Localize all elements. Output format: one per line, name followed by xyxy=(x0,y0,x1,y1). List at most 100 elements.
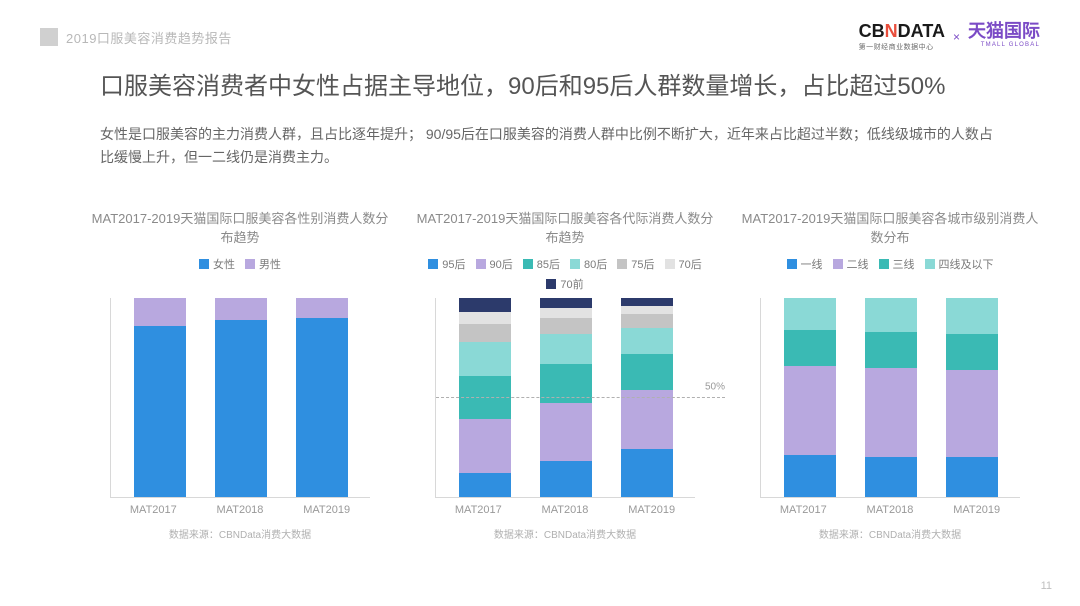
logo-cbndata-text: CBNDATA xyxy=(859,22,945,40)
chart-gender: MAT2017-2019天猫国际口服美容各性别消费人数分布趋势女性男性MAT20… xyxy=(90,210,390,541)
bar-segment xyxy=(946,457,998,497)
legend-swatch xyxy=(245,259,255,269)
chart-generation: MAT2017-2019天猫国际口服美容各代际消费人数分布趋势 95后 90后 85后… xyxy=(415,210,715,541)
plot-wrap xyxy=(110,298,370,498)
chart-plot xyxy=(760,298,1020,498)
x-axis-label: MAT2017 xyxy=(130,504,177,516)
bar-segment xyxy=(946,334,998,370)
legend-label: 男性 xyxy=(259,256,281,272)
legend-label: 85后 xyxy=(537,256,560,272)
chart-city-tier: MAT2017-2019天猫国际口服美容各城市级别消费人数分布一线 二线 三线 四线及… xyxy=(740,210,1040,541)
report-name: 2019口服美容消费趋势报告 xyxy=(66,28,232,47)
legend-label: 四线及以下 xyxy=(939,256,994,272)
x-axis-label: MAT2018 xyxy=(217,504,264,516)
x-axis-labels: MAT2017 MAT2018 MAT2019 xyxy=(110,504,370,516)
bar xyxy=(540,298,592,497)
page-number: 11 xyxy=(1041,580,1052,592)
x-axis-labels: MAT2017MAT2018MAT2019 xyxy=(435,504,695,516)
legend-swatch xyxy=(546,279,556,289)
logo-tmall: 天猫国际 TMALL GLOBAL xyxy=(968,22,1040,48)
legend-swatch xyxy=(833,259,843,269)
chart-source: 数据来源：CBNData消费大数据 xyxy=(169,526,311,541)
chart-title: MAT2017-2019天猫国际口服美容各城市级别消费人数分布 xyxy=(740,210,1040,250)
chart-plot: 50% xyxy=(435,298,695,498)
bar-segment xyxy=(946,298,998,334)
bar xyxy=(296,298,348,497)
legend-swatch xyxy=(665,259,675,269)
bar xyxy=(459,298,511,497)
bar xyxy=(784,298,836,497)
bar-segment xyxy=(865,368,917,458)
bar-segment xyxy=(784,298,836,330)
legend-label: 95后 xyxy=(442,256,465,272)
legend-label: 90后 xyxy=(490,256,513,272)
bar-segment xyxy=(946,370,998,458)
bar xyxy=(865,298,917,497)
x-axis-label: MAT2017 xyxy=(780,504,827,516)
legend-item: 70前 xyxy=(546,276,583,292)
legend-item: 二线 xyxy=(833,256,869,272)
reference-line xyxy=(436,397,725,398)
legend-item: 男性 xyxy=(245,256,281,272)
legend-item: 85后 xyxy=(523,256,560,272)
bar-segment xyxy=(459,376,511,420)
bar-segment xyxy=(296,298,348,318)
legend-label: 二线 xyxy=(847,256,869,272)
legend-item: 95后 xyxy=(428,256,465,272)
bar-segment xyxy=(296,318,348,497)
legend-item: 三线 xyxy=(879,256,915,272)
legend-label: 70后 xyxy=(679,256,702,272)
plot-wrap: 50% xyxy=(435,298,695,498)
legend-label: 女性 xyxy=(213,256,235,272)
bar-segment xyxy=(540,298,592,308)
legend-swatch xyxy=(476,259,486,269)
bar-segment xyxy=(621,449,673,497)
bar xyxy=(946,298,998,497)
bar xyxy=(215,298,267,497)
charts-row: MAT2017-2019天猫国际口服美容各性别消费人数分布趋势女性男性MAT20… xyxy=(90,210,1040,541)
page-title: 口服美容消费者中女性占据主导地位，90后和95后人群数量增长，占比超过50% xyxy=(100,70,1040,105)
bar-segment xyxy=(784,366,836,456)
legend-label: 75后 xyxy=(631,256,654,272)
legend-item: 70后 xyxy=(665,256,702,272)
bar-segment xyxy=(459,324,511,342)
logo-tmall-subtext: TMALL GLOBAL xyxy=(968,42,1040,48)
bar-segment xyxy=(784,455,836,497)
header-bar: 2019口服美容消费趋势报告 CBNDATA 第一财经商业数据中心 × 天猫国际… xyxy=(40,22,1040,52)
x-axis-label: MAT2019 xyxy=(303,504,350,516)
bar-segment xyxy=(865,332,917,368)
bar-segment xyxy=(540,308,592,318)
header-accent-block xyxy=(40,28,58,46)
bar-segment xyxy=(865,457,917,497)
chart-legend: 一线 二线 三线 四线及以下 xyxy=(787,256,994,292)
logo-separator: × xyxy=(953,30,960,44)
page-subtitle: 女性是口服美容的主力消费人群，且占比逐年提升； 90/95后在口服美容的消费人群… xyxy=(100,123,1000,169)
legend-item: 75后 xyxy=(617,256,654,272)
bar-segment xyxy=(621,314,673,328)
logo-cbndata-subtext: 第一财经商业数据中心 xyxy=(859,42,945,52)
chart-title: MAT2017-2019天猫国际口服美容各代际消费人数分布趋势 xyxy=(415,210,715,250)
legend-label: 三线 xyxy=(893,256,915,272)
bar-segment xyxy=(621,328,673,354)
x-axis-label: MAT2017 xyxy=(455,504,502,516)
legend-label: 80后 xyxy=(584,256,607,272)
logo-cbndata: CBNDATA 第一财经商业数据中心 xyxy=(859,22,945,52)
bar-segment xyxy=(540,334,592,364)
plot-wrap xyxy=(760,298,1020,498)
bar-segment xyxy=(540,403,592,461)
header-logos: CBNDATA 第一财经商业数据中心 × 天猫国际 TMALL GLOBAL xyxy=(859,22,1040,52)
bar-segment xyxy=(621,354,673,390)
legend-swatch xyxy=(617,259,627,269)
x-axis-label: MAT2018 xyxy=(867,504,914,516)
bar-segment xyxy=(215,298,267,320)
legend-item: 90后 xyxy=(476,256,513,272)
legend-item: 四线及以下 xyxy=(925,256,994,272)
chart-legend: 95后 90后 85后 80后 75后 70后 70前 xyxy=(415,256,715,292)
bar-segment xyxy=(215,320,267,497)
reference-line-label: 50% xyxy=(705,381,725,392)
x-axis-labels: MAT2017MAT2018MAT2019 xyxy=(760,504,1020,516)
main-text: 口服美容消费者中女性占据主导地位，90后和95后人群数量增长，占比超过50% 女… xyxy=(100,70,1040,169)
legend-label: 一线 xyxy=(801,256,823,272)
x-axis-label: MAT2019 xyxy=(628,504,675,516)
legend-swatch xyxy=(879,259,889,269)
